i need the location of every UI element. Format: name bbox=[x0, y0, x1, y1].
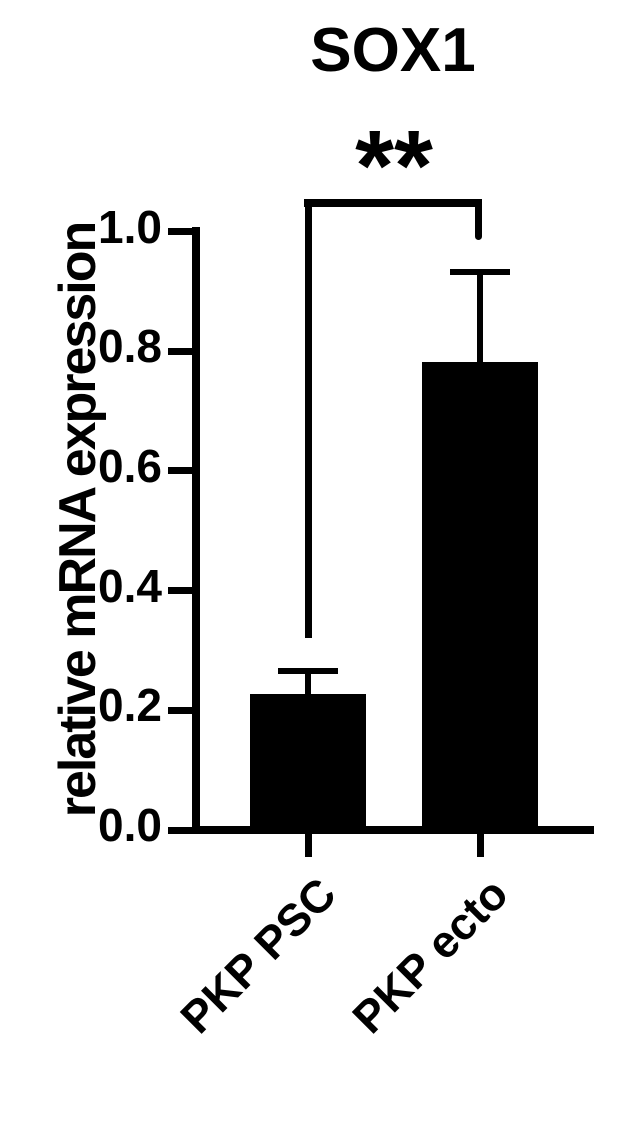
y-axis-tick bbox=[168, 347, 192, 355]
bar bbox=[422, 361, 538, 830]
y-axis-tick bbox=[168, 826, 192, 834]
error-bar-cap bbox=[450, 269, 510, 276]
significance-bracket-left-arm bbox=[305, 199, 312, 638]
error-bar-stem bbox=[305, 670, 311, 702]
y-tick-label: 1.0 bbox=[98, 200, 162, 253]
error-bar-stem bbox=[477, 272, 483, 370]
y-axis-line bbox=[192, 227, 200, 834]
x-axis-line bbox=[192, 826, 594, 834]
y-axis-tick bbox=[168, 587, 192, 595]
x-axis-tick bbox=[304, 834, 312, 857]
x-category-label: PKP PSC bbox=[170, 867, 346, 1044]
y-tick-label: 0.2 bbox=[98, 679, 162, 732]
chart-title: SOX1 bbox=[310, 16, 476, 85]
error-bar-cap bbox=[278, 667, 338, 674]
y-tick-label: 0.4 bbox=[98, 559, 162, 612]
significance-bracket-right-arm bbox=[475, 199, 482, 240]
bar bbox=[250, 693, 366, 830]
y-tick-label: 0.8 bbox=[98, 320, 162, 373]
y-tick-label: 0.6 bbox=[98, 439, 162, 492]
x-category-label: PKP ecto bbox=[342, 867, 518, 1044]
y-tick-label: 0.0 bbox=[98, 799, 162, 851]
y-axis-tick bbox=[168, 228, 192, 235]
y-axis-tick bbox=[168, 706, 192, 714]
y-axis-tick bbox=[168, 467, 192, 475]
significance-bracket-top bbox=[304, 199, 482, 207]
x-axis-tick bbox=[476, 834, 484, 857]
